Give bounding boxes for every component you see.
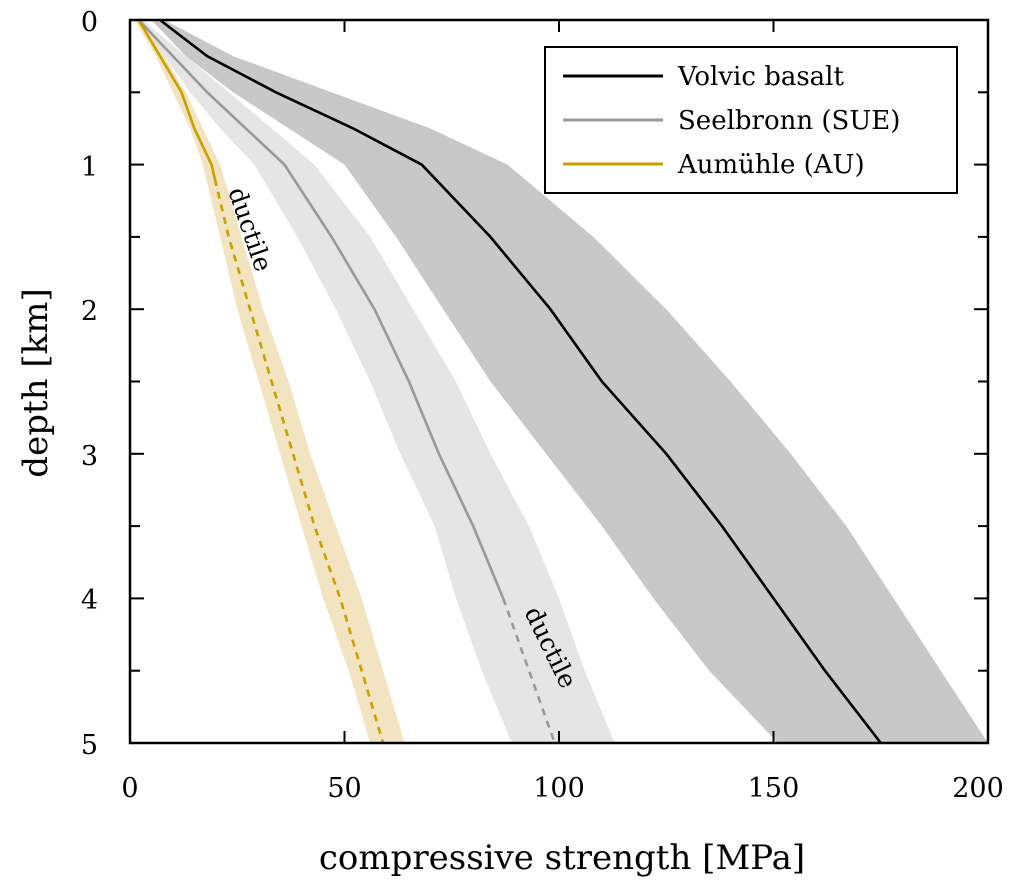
- band-seelbronn-sue: [134, 20, 615, 743]
- legend-entry-aumuhle: Aumühle (AU): [677, 150, 865, 180]
- y-tick-label-3: 3: [81, 441, 98, 472]
- y-tick-label-4: 4: [81, 585, 98, 616]
- x-tick-label-50: 50: [327, 773, 361, 804]
- line-aum-hle-au-ductile: [213, 178, 385, 744]
- x-tick-label-0: 0: [121, 773, 138, 804]
- series-lines: [137, 18, 882, 744]
- line-aum-hle-au: [137, 19, 217, 180]
- band-aum-hle-au: [134, 20, 405, 743]
- band-volvic-basalt: [151, 20, 988, 743]
- y-tick-label-0: 0: [81, 7, 98, 38]
- x-tick-label-200: 200: [952, 773, 1004, 804]
- x-tick-label-150: 150: [748, 773, 800, 804]
- y-tick-label-2: 2: [81, 296, 98, 327]
- axis-ticks: [129, 19, 989, 744]
- x-tick-labels: 0 50 100 150 200: [121, 773, 1003, 804]
- y-axis-title: depth [km]: [16, 288, 56, 477]
- legend: Volvic basalt Seelbronn (SUE) Aumühle (A…: [544, 46, 958, 194]
- y-tick-label-5: 5: [81, 730, 98, 761]
- x-tick-label-100: 100: [533, 773, 585, 804]
- line-seelbronn-sue: [137, 19, 505, 599]
- legend-entry-seelbronn: Seelbronn (SUE): [678, 106, 900, 136]
- uncertainty-bands: [134, 20, 988, 743]
- line-volvic-basalt: [159, 18, 882, 744]
- x-axis-title: compressive strength [MPa]: [319, 838, 805, 878]
- y-tick-labels: 0 1 2 3 4 5: [81, 7, 98, 761]
- y-tick-label-1: 1: [81, 152, 98, 183]
- legend-entry-volvic-basalt: Volvic basalt: [677, 62, 844, 92]
